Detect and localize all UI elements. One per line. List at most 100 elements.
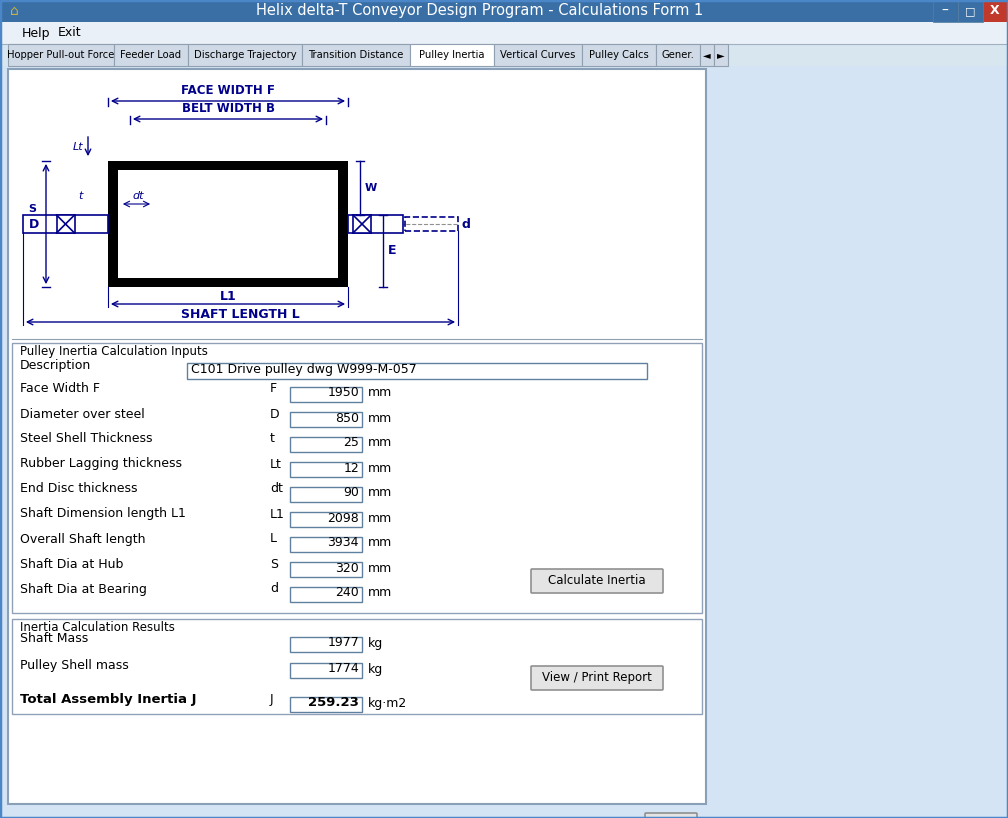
Text: Feeder Load: Feeder Load: [120, 50, 181, 60]
Text: J: J: [270, 693, 273, 705]
Text: Shaft Dimension length L1: Shaft Dimension length L1: [20, 507, 185, 520]
Bar: [290, 663, 362, 678]
Text: 3934: 3934: [328, 537, 359, 550]
Text: mm: mm: [368, 437, 392, 450]
Text: 12: 12: [344, 461, 359, 474]
Text: End Disc thickness: End Disc thickness: [20, 483, 137, 496]
Text: 1977: 1977: [328, 636, 359, 649]
Bar: [290, 387, 362, 402]
Bar: [108, 161, 118, 287]
Bar: [700, 44, 714, 66]
Text: 25: 25: [343, 437, 359, 450]
Text: 320: 320: [336, 561, 359, 574]
Bar: [405, 217, 458, 231]
Text: Calculate Inertia: Calculate Inertia: [548, 574, 646, 587]
Text: Exit: Exit: [58, 26, 82, 39]
Bar: [353, 215, 371, 233]
Text: Helix delta-T Conveyor Design Program - Calculations Form 1: Helix delta-T Conveyor Design Program - …: [256, 3, 704, 19]
Text: Description: Description: [20, 358, 92, 371]
Bar: [290, 637, 362, 652]
Text: Lt: Lt: [270, 457, 282, 470]
Text: D: D: [270, 407, 279, 420]
Bar: [302, 44, 410, 66]
Text: Hopper Pull-out Force: Hopper Pull-out Force: [7, 50, 115, 60]
Text: Total Assembly Inertia J: Total Assembly Inertia J: [20, 693, 197, 705]
Bar: [108, 161, 348, 170]
Text: Face Width F: Face Width F: [20, 383, 100, 395]
Bar: [290, 537, 362, 552]
Bar: [0, 0, 1008, 22]
Bar: [290, 697, 362, 712]
Bar: [338, 161, 348, 287]
Bar: [108, 278, 348, 287]
Text: 2098: 2098: [328, 511, 359, 524]
Bar: [290, 462, 362, 477]
Text: t: t: [270, 433, 275, 446]
Text: Gener.: Gener.: [661, 50, 695, 60]
Text: S: S: [28, 204, 36, 214]
Text: dt: dt: [133, 191, 144, 201]
Text: BELT WIDTH B: BELT WIDTH B: [181, 102, 274, 115]
Text: F: F: [270, 383, 277, 395]
Bar: [187, 363, 647, 379]
Text: mm: mm: [368, 561, 392, 574]
Text: Pulley Inertia: Pulley Inertia: [419, 50, 485, 60]
Text: □: □: [965, 6, 976, 16]
Text: 240: 240: [336, 587, 359, 600]
Text: mm: mm: [368, 511, 392, 524]
FancyBboxPatch shape: [645, 813, 697, 818]
Text: ◄: ◄: [704, 50, 711, 60]
Bar: [933, 0, 958, 22]
Bar: [348, 215, 403, 233]
Text: d: d: [462, 218, 471, 231]
Text: t: t: [79, 191, 83, 201]
Text: FACE WIDTH F: FACE WIDTH F: [181, 84, 275, 97]
Text: mm: mm: [368, 537, 392, 550]
Text: SHAFT LENGTH L: SHAFT LENGTH L: [181, 308, 299, 321]
Text: Help: Help: [22, 26, 50, 39]
Text: X: X: [990, 5, 1000, 17]
Text: Lt: Lt: [73, 142, 83, 151]
Text: d: d: [270, 582, 278, 596]
Bar: [56, 215, 75, 233]
Text: Pulley Inertia Calculation Inputs: Pulley Inertia Calculation Inputs: [20, 345, 208, 358]
Text: L: L: [270, 533, 277, 546]
Bar: [290, 412, 362, 427]
Bar: [290, 587, 362, 602]
Bar: [983, 0, 1008, 22]
Text: Overall Shaft length: Overall Shaft length: [20, 533, 145, 546]
Text: Rubber Lagging thickness: Rubber Lagging thickness: [20, 457, 182, 470]
Text: mm: mm: [368, 587, 392, 600]
Text: 850: 850: [335, 411, 359, 425]
Bar: [582, 44, 656, 66]
Text: dt: dt: [270, 483, 283, 496]
Bar: [290, 512, 362, 527]
Bar: [410, 44, 494, 66]
Text: mm: mm: [368, 461, 392, 474]
Bar: [188, 44, 302, 66]
Text: kg: kg: [368, 663, 383, 676]
Bar: [0, 44, 1008, 66]
Text: 1774: 1774: [328, 663, 359, 676]
FancyBboxPatch shape: [531, 569, 663, 593]
Text: W: W: [365, 183, 377, 193]
Bar: [23, 215, 108, 233]
Text: –: –: [941, 4, 949, 18]
Text: Transition Distance: Transition Distance: [308, 50, 403, 60]
Bar: [656, 44, 700, 66]
Text: Diameter over steel: Diameter over steel: [20, 407, 145, 420]
Text: C101 Drive pulley dwg W999-M-057: C101 Drive pulley dwg W999-M-057: [191, 363, 416, 376]
Bar: [8, 69, 706, 804]
Text: E: E: [388, 245, 396, 258]
Bar: [290, 487, 362, 502]
Text: 90: 90: [343, 487, 359, 500]
Text: mm: mm: [368, 386, 392, 399]
Text: Discharge Trajectory: Discharge Trajectory: [194, 50, 296, 60]
Text: Pulley Shell mass: Pulley Shell mass: [20, 658, 129, 672]
Bar: [958, 0, 983, 22]
Bar: [0, 22, 1008, 44]
Text: Steel Shell Thickness: Steel Shell Thickness: [20, 433, 152, 446]
Text: Shaft Dia at Bearing: Shaft Dia at Bearing: [20, 582, 147, 596]
Bar: [12, 619, 702, 714]
Text: ►: ►: [717, 50, 725, 60]
